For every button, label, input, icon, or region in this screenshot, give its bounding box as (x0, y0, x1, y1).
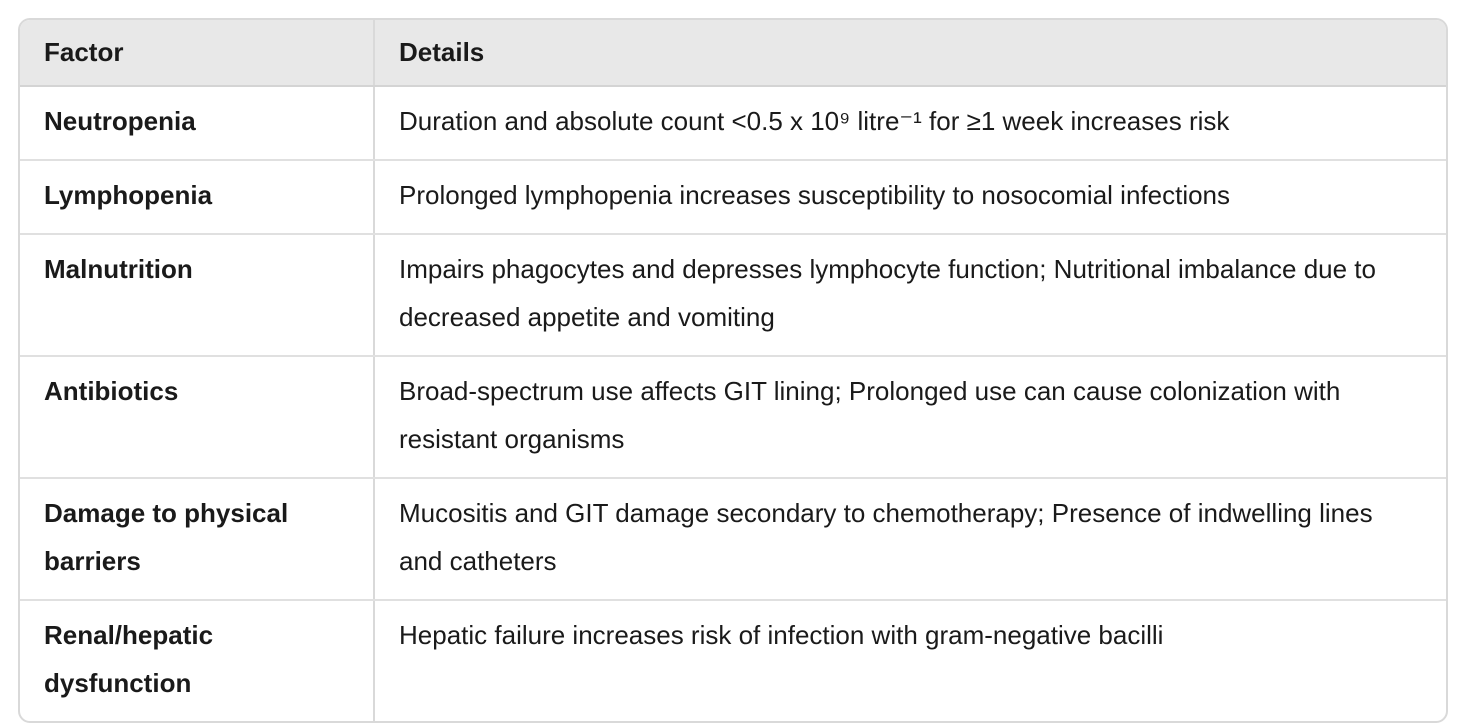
risk-factor-table-container: Factor Details Neutropenia Duration and … (18, 18, 1448, 723)
header-factor: Factor (20, 20, 375, 87)
table-header-row: Factor Details (20, 20, 1446, 87)
risk-factor-table: Factor Details Neutropenia Duration and … (20, 20, 1446, 721)
row-details-text: Impairs phagocytes and depresses lymphoc… (399, 254, 1376, 332)
row-factor: Neutropenia (20, 86, 375, 161)
row-factor-text: Lymphopenia (44, 180, 213, 210)
table-header: Factor Details (20, 20, 1446, 87)
row-details-text: Broad-spectrum use affects GIT lining; P… (399, 376, 1341, 454)
row-factor-text: Antibiotics (44, 376, 179, 406)
row-details-text: Hepatic failure increases risk of infect… (399, 620, 1164, 650)
row-factor: Lymphopenia (20, 160, 375, 235)
table-row: Neutropenia Duration and absolute count … (20, 86, 1446, 161)
row-details: Impairs phagocytes and depresses lymphoc… (374, 234, 1446, 357)
table-body: Neutropenia Duration and absolute count … (20, 86, 1446, 721)
row-details: Hepatic failure increases risk of infect… (374, 600, 1446, 721)
row-details-text: Duration and absolute count <0.5 x 10⁹ l… (399, 106, 1230, 136)
table-row: Malnutrition Impairs phagocytes and depr… (20, 234, 1446, 357)
row-factor: Renal/hepatic dysfunction (20, 600, 375, 721)
table-row: Lymphopenia Prolonged lymphopenia increa… (20, 160, 1446, 235)
table-row: Damage to physical barriers Mucositis an… (20, 478, 1446, 601)
row-factor-text: Neutropenia (44, 106, 196, 136)
row-factor: Antibiotics (20, 356, 375, 479)
row-factor: Malnutrition (20, 234, 375, 357)
row-details: Mucositis and GIT damage secondary to ch… (374, 478, 1446, 601)
table-row: Antibiotics Broad-spectrum use affects G… (20, 356, 1446, 479)
row-factor-text: Damage to physical barriers (44, 498, 289, 576)
row-details: Duration and absolute count <0.5 x 10⁹ l… (374, 86, 1446, 161)
table-row: Renal/hepatic dysfunction Hepatic failur… (20, 600, 1446, 721)
row-factor-text: Renal/hepatic dysfunction (44, 620, 214, 698)
row-factor: Damage to physical barriers (20, 478, 375, 601)
row-details-text: Prolonged lymphopenia increases suscepti… (399, 180, 1231, 210)
row-factor-text: Malnutrition (44, 254, 193, 284)
row-details: Prolonged lymphopenia increases suscepti… (374, 160, 1446, 235)
row-details: Broad-spectrum use affects GIT lining; P… (374, 356, 1446, 479)
row-details-text: Mucositis and GIT damage secondary to ch… (399, 498, 1373, 576)
header-details: Details (374, 20, 1446, 87)
